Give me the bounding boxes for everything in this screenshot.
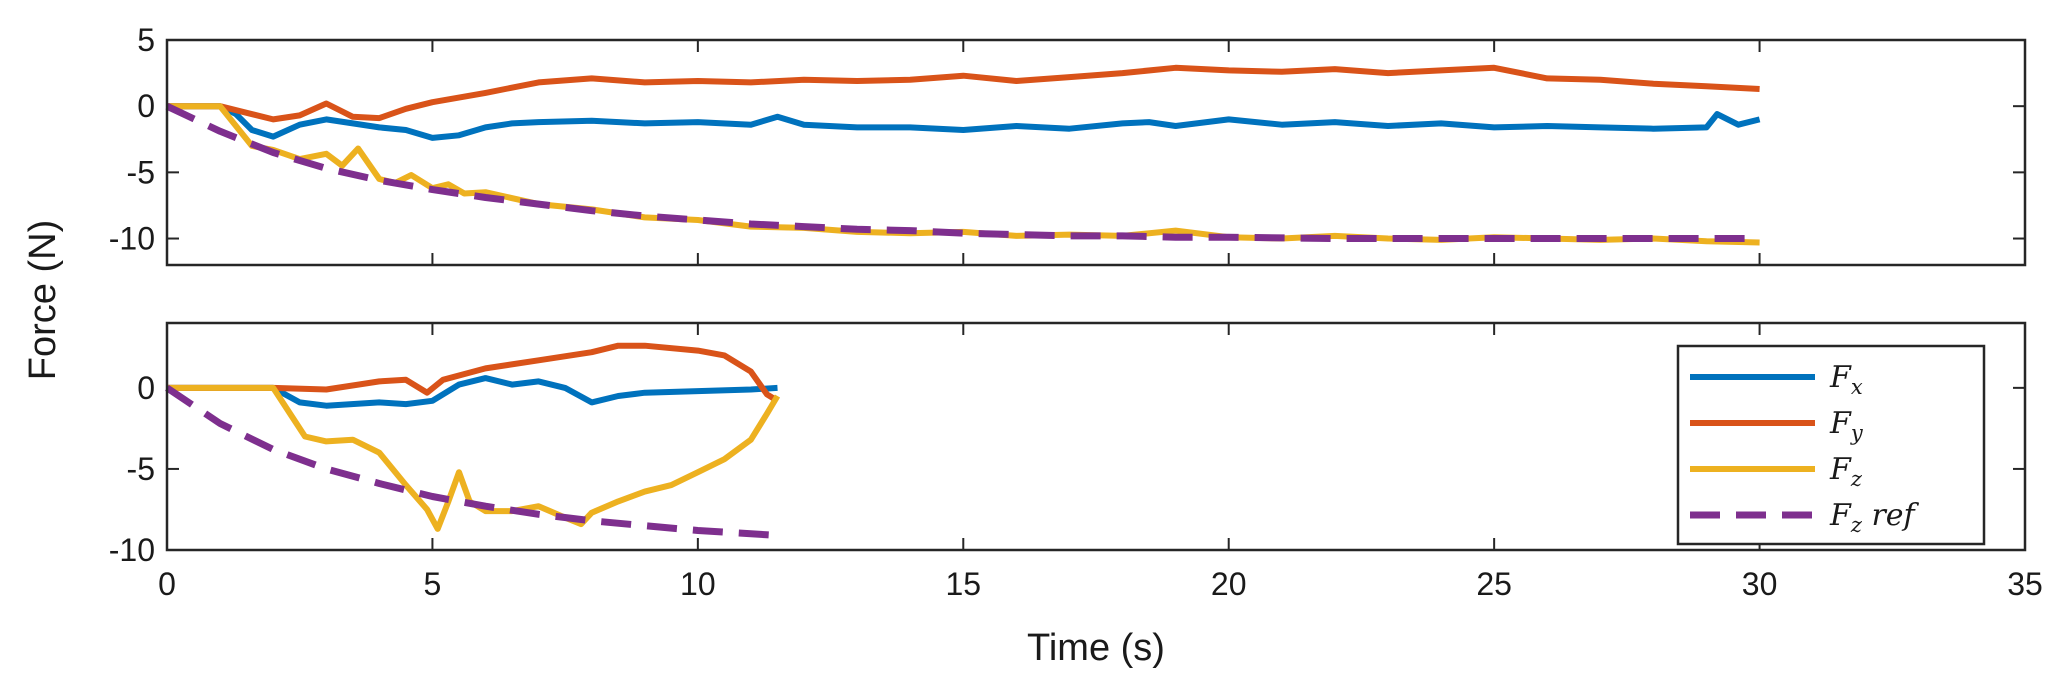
bottom-series-fz [167, 384, 781, 532]
legend-label-subscript: x [1851, 375, 1863, 399]
legend-label-subscript: z [1850, 513, 1863, 537]
bottom-y-tick-label: -5 [127, 451, 155, 487]
bottom-series-fz-ref [165, 384, 778, 539]
legend-label-suffix: ref [1862, 498, 1920, 533]
top-series-fz-ref [165, 103, 1760, 242]
top-y-tick-label: -5 [127, 154, 155, 190]
legend-label-fz-ref: Fz ref [1829, 498, 1920, 537]
top-y-tick-label: 0 [137, 88, 155, 124]
bottom-series-fx [167, 375, 778, 409]
x-tick-label: 30 [1742, 566, 1778, 602]
x-tick-label: 5 [424, 566, 442, 602]
x-tick-label: 20 [1211, 566, 1247, 602]
top-panel-series [165, 64, 1761, 246]
top-panel-frame [165, 38, 2027, 267]
x-tick-label: 35 [2007, 566, 2043, 602]
bottom-panel-frame [165, 321, 2027, 552]
top-y-tick-label: -10 [109, 221, 155, 257]
legend-label-base: F [1829, 498, 1852, 533]
top-y-tick-label: 5 [137, 22, 155, 58]
legend-label-base: F [1829, 360, 1852, 395]
y-axis-label: Force (N) [22, 220, 64, 380]
top-panel: 5 0 -5 -10 [109, 22, 2027, 267]
legend-label-base: F [1829, 452, 1852, 487]
x-tick-label: 25 [1476, 566, 1512, 602]
bottom-y-tick-label: 0 [137, 370, 155, 406]
x-tick-label: 0 [158, 566, 176, 602]
top-series-fy [167, 64, 1760, 123]
x-tick-label: 10 [680, 566, 716, 602]
legend-label-fz: Fz [1829, 452, 1863, 491]
legend-label-base: F [1829, 406, 1852, 441]
top-series-fx [167, 103, 1761, 141]
x-axis-label: Time (s) [1027, 627, 1165, 669]
legend-label-fx: Fx [1829, 360, 1863, 399]
x-axis-tick-labels: 0 5 10 15 20 25 30 35 [158, 566, 2043, 602]
bottom-series-fy [167, 342, 780, 404]
legend-label-fy: Fy [1829, 406, 1864, 445]
bottom-panel-series [165, 342, 781, 539]
x-tick-label: 15 [945, 566, 981, 602]
legend-label-subscript: z [1850, 467, 1863, 491]
bottom-y-tick-label: -10 [109, 532, 155, 568]
legend-label-subscript: y [1850, 421, 1864, 445]
